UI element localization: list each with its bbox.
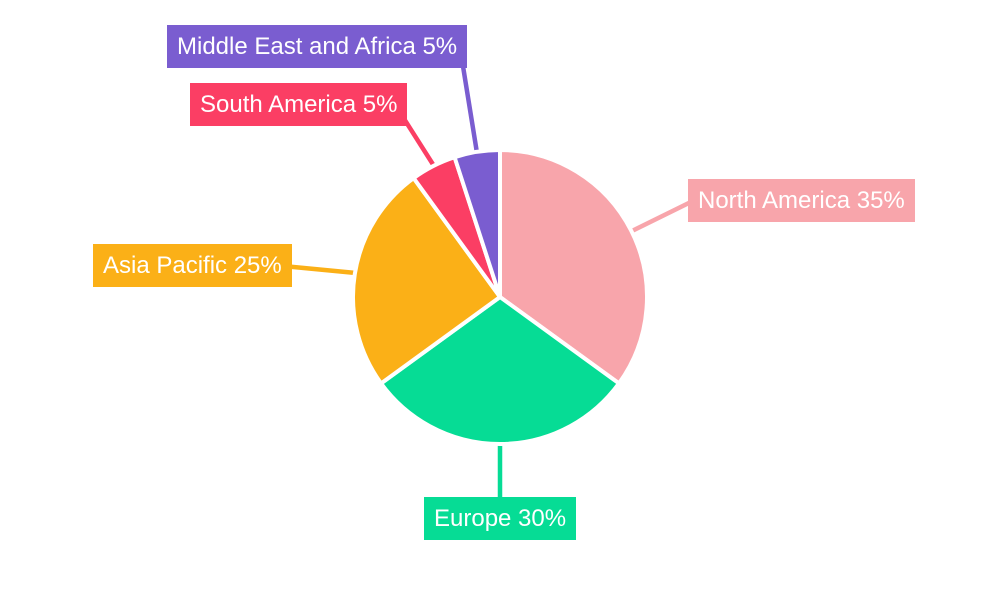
pie-label-middle-east-and-africa: Middle East and Africa 5%	[167, 25, 468, 68]
pie-label-south-america: South America 5%	[190, 83, 408, 126]
leader-line-middle-east-and-africa	[459, 57, 480, 156]
pie-label-north-america: North America 35%	[688, 179, 915, 222]
leader-line-asia-pacific	[280, 263, 359, 276]
pie-slice-north-america[interactable]	[498, 148, 649, 386]
pie-slice-middle-east-and-africa[interactable]	[452, 148, 502, 299]
pie-slice-asia-pacific[interactable]	[351, 176, 502, 386]
pie-label-asia-pacific: Asia Pacific 25%	[93, 244, 292, 287]
pie-slice-europe[interactable]	[379, 295, 621, 447]
pie-label-europe: Europe 30%	[424, 497, 577, 540]
